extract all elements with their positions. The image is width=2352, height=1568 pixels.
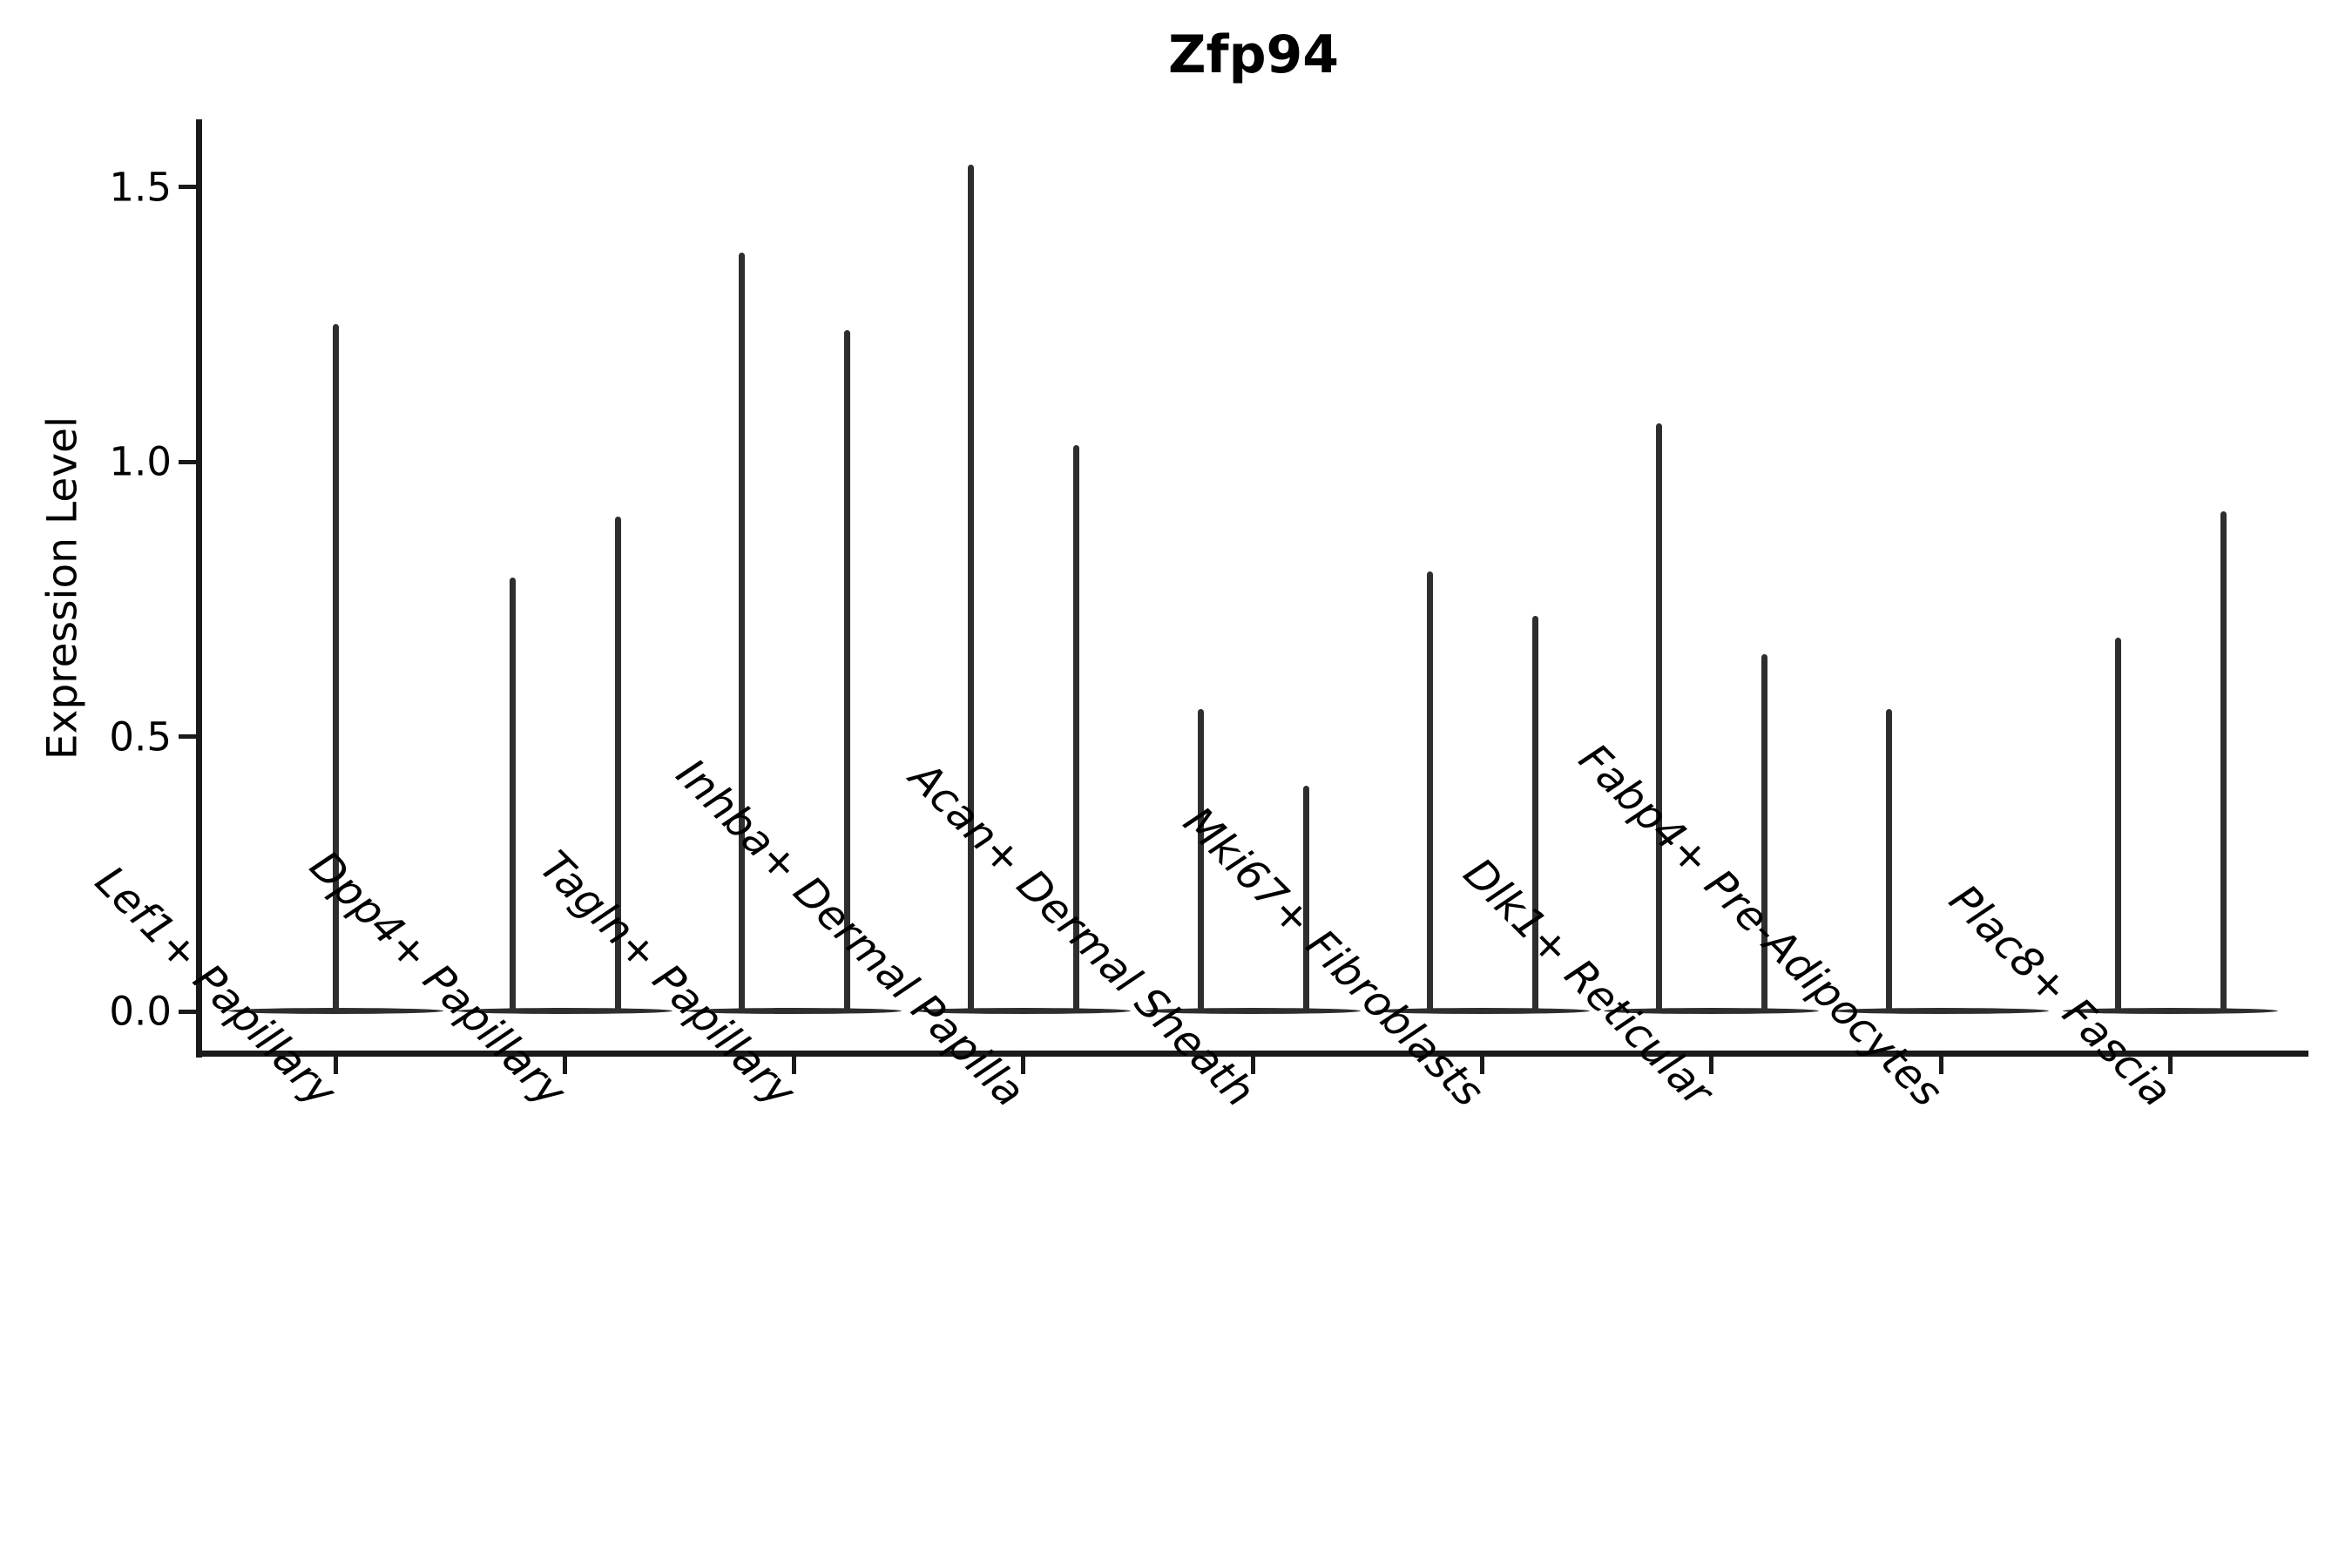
- y-axis-spine: [196, 119, 202, 1058]
- x-tick-label: Tagln+ Papillary: [530, 841, 805, 1117]
- violin-base: [916, 1008, 1132, 1014]
- violin-base: [1604, 1008, 1820, 1014]
- x-tick-mark: [792, 1057, 797, 1074]
- y-tick-mark: [179, 459, 199, 464]
- x-tick-mark: [1021, 1057, 1026, 1074]
- violin-spike: [1427, 571, 1433, 1011]
- x-tick-mark: [1938, 1057, 1943, 1074]
- violin-spike: [1885, 708, 1892, 1011]
- y-tick-label: 0.0: [109, 988, 172, 1035]
- violin-base: [1145, 1008, 1361, 1014]
- x-tick-mark: [562, 1057, 567, 1074]
- x-tick-mark: [1709, 1057, 1714, 1074]
- x-axis-spine: [196, 1051, 2308, 1057]
- violin-spike: [1302, 786, 1309, 1011]
- violin-spike: [968, 165, 975, 1011]
- y-tick-mark: [179, 734, 199, 739]
- violin-spike: [739, 253, 746, 1011]
- y-tick-label: 1.5: [109, 164, 172, 210]
- y-tick-mark: [179, 185, 199, 189]
- violin-spike: [844, 329, 851, 1011]
- x-tick-label: Lef1+ Papillary: [85, 856, 346, 1117]
- x-tick-mark: [1480, 1057, 1484, 1074]
- violin-spike: [509, 577, 516, 1011]
- x-tick-mark: [1250, 1057, 1255, 1074]
- y-tick-label: 1.0: [109, 438, 172, 485]
- violin-spike: [1532, 615, 1538, 1011]
- x-tick-label: Dpp4+ Papillary: [300, 841, 576, 1117]
- x-tick-label: Plac8+ Fascia: [1939, 875, 2181, 1117]
- violin-spike: [332, 324, 339, 1011]
- x-tick-label: Fabp4+ Pre-Adipocytes: [1569, 734, 1952, 1117]
- violin-base: [1833, 1008, 2049, 1014]
- violin-spike: [1197, 708, 1204, 1011]
- chart-title: Zfp94: [1167, 24, 1340, 85]
- x-tick-mark: [2167, 1057, 2173, 1074]
- violin-spike: [614, 517, 621, 1011]
- x-tick-mark: [333, 1057, 338, 1074]
- violin-spike: [2114, 637, 2121, 1011]
- x-tick-label: Dlk1+ Reticular: [1454, 848, 1722, 1117]
- violin-spike: [1656, 422, 1663, 1011]
- violin-spike: [1761, 653, 1768, 1011]
- violin-base: [2062, 1008, 2278, 1014]
- y-tick-mark: [179, 1009, 199, 1014]
- violin-base: [456, 1008, 672, 1014]
- violin-base: [1375, 1008, 1590, 1014]
- violin-spike: [2220, 510, 2227, 1011]
- violin-spike: [1073, 445, 1080, 1011]
- violin-base: [686, 1008, 902, 1014]
- y-tick-label: 0.5: [109, 713, 172, 760]
